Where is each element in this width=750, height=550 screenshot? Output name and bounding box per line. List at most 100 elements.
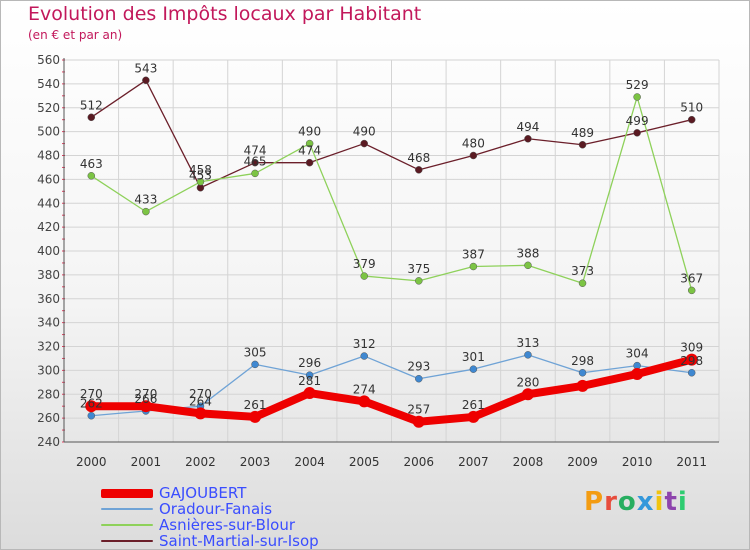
x-tick-label: 2008 [513,455,544,469]
data-label: 298 [571,354,594,368]
data-point [578,369,587,377]
data-point [633,93,641,101]
data-label: 367 [680,271,703,285]
y-tick-label: 480 [37,149,60,163]
y-tick-label: 440 [37,196,60,210]
data-point [578,279,587,287]
data-label: 270 [134,387,157,401]
series-line [90,96,693,292]
data-label: 274 [353,382,376,396]
x-tick-label: 2004 [294,455,325,469]
data-point [87,113,96,122]
data-label: 480 [462,137,485,151]
data-point [305,139,314,148]
data-point [196,178,205,186]
data-point [521,388,534,401]
data-label: 474 [298,144,321,158]
data-point [576,379,589,392]
y-tick-label: 280 [37,387,60,401]
data-label: 490 [353,125,376,139]
data-label: 490 [298,125,321,139]
x-tick-label: 2007 [458,455,489,469]
y-tick-label: 460 [37,172,60,186]
data-point [412,415,425,428]
data-label: 494 [517,120,540,134]
legend: GAJOUBERT Oradour-Fanais Asnières-sur-Blou… [101,484,319,550]
data-point [687,369,696,377]
data-point [415,374,423,383]
data-point [139,400,152,413]
x-tick-label: 2006 [404,455,435,469]
data-point [524,261,532,270]
y-tick-label: 400 [37,244,60,258]
data-label: 304 [626,347,649,361]
y-tick-label: 500 [37,125,60,139]
legend-item: Oradour-Fanais [101,500,319,518]
data-point [469,262,478,271]
chart-title: Evolution des Impôts locaux par Habitant [28,3,422,25]
logo-letter: o [617,487,637,517]
data-label: 281 [298,374,321,388]
logo-letter: r [604,487,618,517]
data-label: 262 [80,397,103,411]
legend-item: Saint-Martial-sur-Isop [101,532,319,550]
data-label: 512 [80,98,103,112]
data-point [303,387,316,400]
legend-label: Saint-Martial-sur-Isop [159,532,319,550]
data-label: 543 [134,61,157,75]
x-tick-label: 2009 [567,455,598,469]
data-point [360,352,368,360]
logo-letter: i [677,487,688,517]
logo-letter: P [584,487,605,517]
data-label: 529 [626,78,649,92]
data-label: 463 [80,157,103,171]
data-label: 296 [298,356,321,370]
y-tick-label: 520 [37,101,60,115]
y-tick-label: 540 [37,77,60,91]
data-point [251,169,259,178]
data-label: 499 [626,114,649,128]
x-tick-label: 2002 [185,455,216,469]
chart-subtitle: (en € et par an) [28,28,123,42]
data-point [87,172,96,180]
data-point [578,141,587,149]
data-label: 387 [462,248,485,262]
data-label: 266 [134,392,157,406]
data-point [467,410,480,423]
logo-letter: t [664,487,678,517]
data-point [87,411,96,420]
y-tick-label: 340 [37,316,60,330]
data-point [524,351,532,359]
data-label: 474 [244,144,267,158]
data-label: 301 [462,350,485,364]
series-line [90,354,693,417]
legend-label: Oradour-Fanais [159,500,273,518]
x-tick-label: 2010 [622,455,653,469]
data-label: 257 [407,403,430,417]
data-point [469,365,478,373]
data-point [142,76,150,85]
data-point [415,166,423,174]
data-point [687,286,696,295]
data-label: 305 [244,345,267,359]
data-point [85,400,98,413]
data-point [194,407,207,420]
data-point [358,395,371,408]
data-point [142,207,150,216]
series-line [87,355,696,426]
data-point [360,272,368,280]
y-tick-label: 320 [37,340,60,354]
data-point [685,353,698,366]
data-point [633,129,641,137]
proxiti-logo: Proxiti [584,487,688,517]
data-label: 280 [517,375,540,389]
legend-swatch [101,488,153,498]
data-point [251,158,259,167]
data-label: 313 [517,336,540,350]
data-label: 298 [680,354,703,368]
data-label: 388 [517,246,540,260]
data-point [251,360,259,369]
x-tick-label: 2001 [131,455,162,469]
data-label: 270 [80,387,103,401]
